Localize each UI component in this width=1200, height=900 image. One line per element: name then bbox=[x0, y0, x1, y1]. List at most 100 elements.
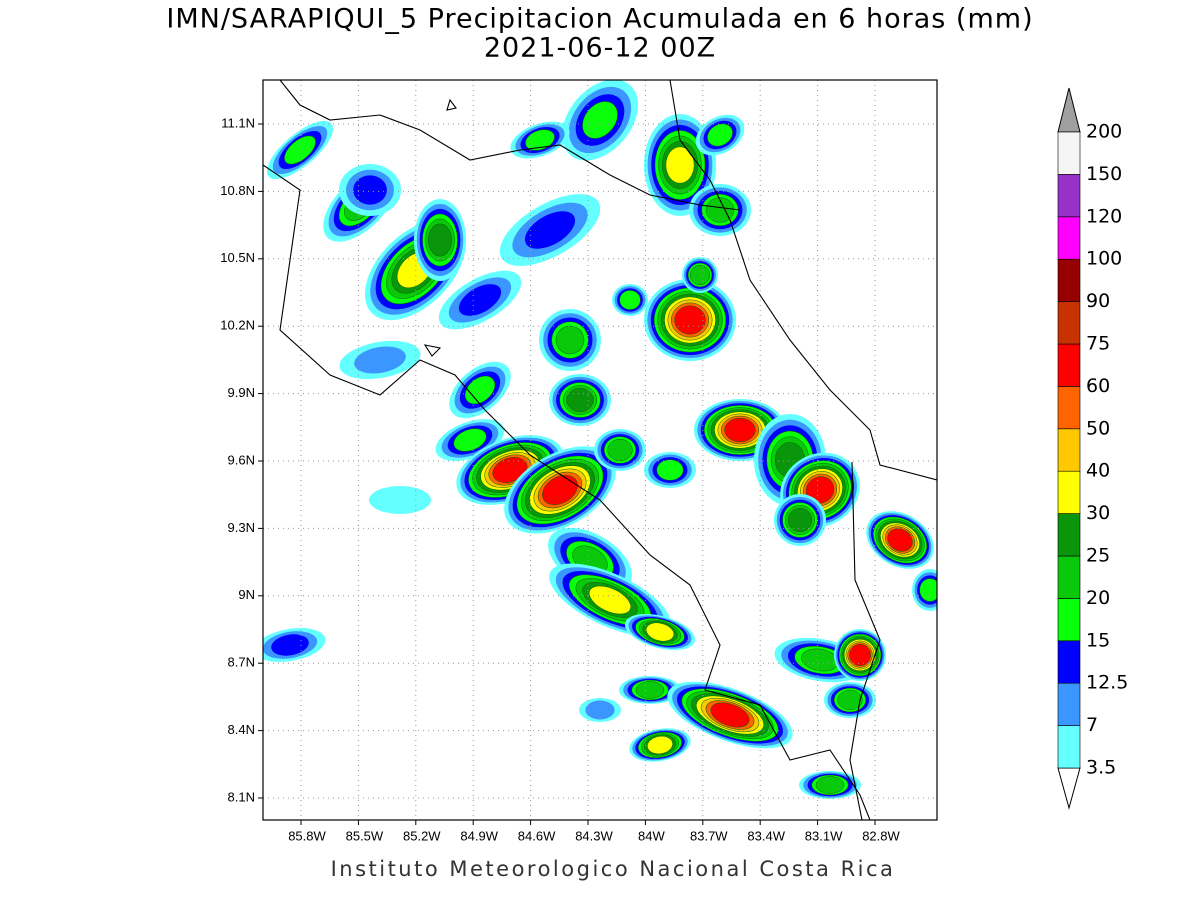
subtitle: 2021-06-12 00Z bbox=[484, 33, 716, 64]
precip-contour bbox=[635, 681, 665, 699]
lat-label: 11.1N bbox=[221, 115, 255, 130]
colorbar-box bbox=[1057, 428, 1081, 472]
precip-contour bbox=[815, 776, 845, 794]
precip-contour bbox=[354, 346, 406, 374]
precip-contour bbox=[427, 223, 453, 257]
precip-contour bbox=[542, 475, 578, 505]
coastlines bbox=[263, 80, 937, 820]
lon-label: 83.7W bbox=[690, 828, 728, 843]
colorbar-box bbox=[1057, 725, 1081, 769]
precip-contour bbox=[645, 622, 675, 642]
colorbar-label: 200 bbox=[1086, 121, 1122, 143]
pacific-coast bbox=[263, 164, 871, 820]
lat-label: 10.8N bbox=[220, 183, 255, 198]
precip-contour bbox=[525, 129, 555, 151]
precip-contour bbox=[689, 264, 711, 286]
lat-label: 8.1N bbox=[228, 789, 255, 804]
precip-contour bbox=[524, 211, 576, 249]
colorbar-label: 12.5 bbox=[1086, 672, 1128, 694]
title: IMN/SARAPIQUI_5 Precipitacion Acumulada … bbox=[166, 4, 1033, 35]
lon-label: 83.1W bbox=[805, 828, 843, 843]
precip-contour bbox=[837, 689, 863, 711]
lon-label: 84.9W bbox=[460, 828, 498, 843]
lon-label: 82.8W bbox=[862, 828, 900, 843]
lon-label: 85.2W bbox=[403, 828, 441, 843]
colorbar-label: 3.5 bbox=[1086, 757, 1116, 779]
precip-contour bbox=[284, 135, 316, 165]
precip-contour bbox=[619, 290, 641, 310]
precip-contour bbox=[887, 528, 913, 552]
precip-contour bbox=[353, 175, 387, 205]
colorbar-label: 75 bbox=[1086, 333, 1110, 355]
precip-contour bbox=[588, 585, 632, 615]
caribbean-coast bbox=[669, 80, 937, 481]
precip-contour bbox=[787, 507, 813, 533]
precip-contour bbox=[453, 428, 487, 452]
colorbar-box bbox=[1057, 131, 1081, 175]
precip-contour bbox=[707, 123, 733, 147]
colorbar-label: 20 bbox=[1086, 587, 1110, 609]
colorbar-box bbox=[1057, 640, 1081, 684]
precipitation-field bbox=[263, 80, 937, 799]
precip-contour bbox=[492, 457, 528, 483]
graticule: 85.8W 85.5W 85.2W 84.9W 84.6W 84.3W 84W 83.7W 83… bbox=[220, 80, 937, 843]
colorbar-box bbox=[1057, 301, 1081, 345]
precip-contour bbox=[607, 438, 633, 462]
colorbar-box bbox=[1057, 174, 1081, 218]
colorbar-label: 15 bbox=[1086, 629, 1110, 651]
colorbar-label: 150 bbox=[1086, 163, 1122, 185]
precip-contour bbox=[849, 644, 871, 666]
colorbar-box bbox=[1057, 555, 1081, 599]
lat-label: 9N bbox=[238, 587, 255, 602]
colorbar-label: 25 bbox=[1086, 545, 1110, 567]
colorbar-label: 100 bbox=[1086, 248, 1122, 270]
colorbar-box bbox=[1057, 343, 1081, 387]
footer: Instituto Meteorologico Nacional Costa R… bbox=[331, 857, 896, 881]
precip-contour bbox=[656, 459, 684, 481]
precip-contour bbox=[724, 417, 756, 443]
colorbar-box bbox=[1057, 216, 1081, 260]
lat-label: 8.7N bbox=[228, 655, 255, 670]
colorbar-label: 30 bbox=[1086, 502, 1110, 524]
lat-label: 9.9N bbox=[228, 385, 255, 400]
lat-label: 10.2N bbox=[220, 318, 255, 333]
colorbar-under bbox=[1057, 767, 1081, 810]
colorbar-box bbox=[1057, 513, 1081, 557]
precip-contour bbox=[665, 146, 695, 184]
precip-contour bbox=[271, 634, 309, 656]
colorbar-label: 7 bbox=[1086, 714, 1098, 736]
colorbar-label: 120 bbox=[1086, 205, 1122, 227]
precip-contour bbox=[710, 702, 750, 728]
precip-contour bbox=[458, 284, 502, 316]
colorbar-label: 40 bbox=[1086, 460, 1110, 482]
colorbar-box bbox=[1057, 386, 1081, 430]
precip-contour bbox=[369, 486, 431, 514]
map-frame bbox=[262, 79, 938, 821]
colorbar-box bbox=[1057, 598, 1081, 642]
precip-contour bbox=[464, 375, 496, 405]
precip-contour bbox=[674, 305, 706, 335]
colorbar-label: 50 bbox=[1086, 417, 1110, 439]
precip-contour bbox=[705, 197, 735, 223]
islands bbox=[423, 98, 457, 357]
border-south bbox=[849, 461, 881, 820]
colorbar-label: 90 bbox=[1086, 290, 1110, 312]
precip-contour bbox=[585, 700, 615, 720]
lon-label: 85.5W bbox=[346, 828, 384, 843]
precip-contour bbox=[555, 325, 585, 355]
lon-label: 84.3W bbox=[575, 828, 613, 843]
lon-label: 85.8W bbox=[288, 828, 326, 843]
colorbar-over bbox=[1057, 87, 1081, 133]
lat-label: 10.5N bbox=[220, 250, 255, 265]
colorbar: 3.5 7 12.5 15 20 25 30 40 50 60 75 90 100 120 150 200 bbox=[1057, 87, 1128, 810]
colorbar-label: 60 bbox=[1086, 375, 1110, 397]
border-north bbox=[279, 80, 741, 211]
colorbar-box bbox=[1057, 682, 1081, 726]
colorbar-box bbox=[1057, 470, 1081, 514]
lon-label: 84W bbox=[638, 828, 665, 843]
precip-contour bbox=[647, 735, 673, 755]
precip-contour bbox=[566, 387, 594, 413]
lat-label: 9.3N bbox=[228, 520, 255, 535]
lat-label: 9.6N bbox=[228, 452, 255, 467]
